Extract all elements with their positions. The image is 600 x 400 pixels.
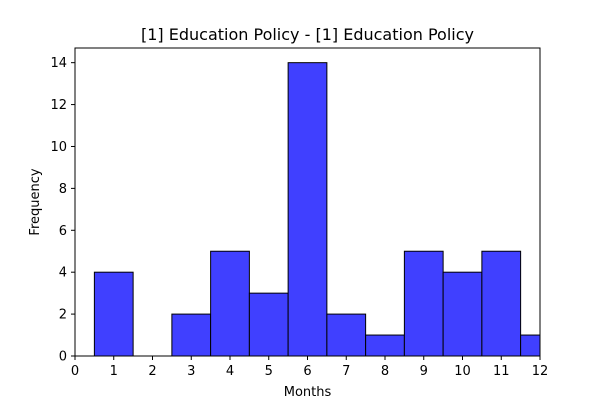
histogram-bar <box>210 250 250 357</box>
x-tick-label: 5 <box>265 364 273 379</box>
x-axis-ticks: 0 1 2 3 4 5 6 7 8 9 10 11 12 <box>71 356 548 379</box>
y-axis-ticks: 0 2 4 6 8 10 12 14 <box>50 56 75 365</box>
x-tick-label: 1 <box>110 364 118 379</box>
histogram-bar <box>442 271 483 357</box>
x-axis-label: Months <box>284 385 332 400</box>
y-tick-label: 8 <box>59 182 67 197</box>
histogram-bar <box>248 292 289 357</box>
x-tick-label: 9 <box>420 364 428 379</box>
y-tick-label: 4 <box>59 266 67 281</box>
y-tick-label: 12 <box>50 98 67 113</box>
x-tick-label: 8 <box>381 364 389 379</box>
histogram-bar <box>520 334 541 357</box>
histogram-bar <box>287 62 328 357</box>
x-tick-label: 0 <box>71 364 79 379</box>
y-tick-label: 6 <box>59 224 67 239</box>
chart-title: [1] Education Policy - [1] Education Pol… <box>141 25 474 44</box>
y-tick-label: 2 <box>59 308 67 323</box>
x-tick-label: 7 <box>342 364 350 379</box>
y-tick-label: 14 <box>50 56 67 71</box>
y-tick-label: 10 <box>50 140 67 155</box>
x-tick-label: 3 <box>187 364 195 379</box>
histogram-bar <box>326 313 367 357</box>
x-tick-label: 6 <box>303 364 311 379</box>
histogram-bar <box>171 313 212 357</box>
bars-group <box>93 62 541 357</box>
histogram-bar <box>481 250 522 357</box>
histogram-bar <box>403 250 444 357</box>
x-tick-label: 10 <box>454 364 471 379</box>
y-axis-label: Frequency <box>28 168 43 235</box>
histogram-bar <box>93 271 134 357</box>
histogram-bar <box>365 334 405 357</box>
x-tick-label: 11 <box>493 364 510 379</box>
y-tick-label: 0 <box>59 350 67 365</box>
x-tick-label: 4 <box>226 364 234 379</box>
x-tick-label: 12 <box>532 364 549 379</box>
x-tick-label: 2 <box>148 364 156 379</box>
